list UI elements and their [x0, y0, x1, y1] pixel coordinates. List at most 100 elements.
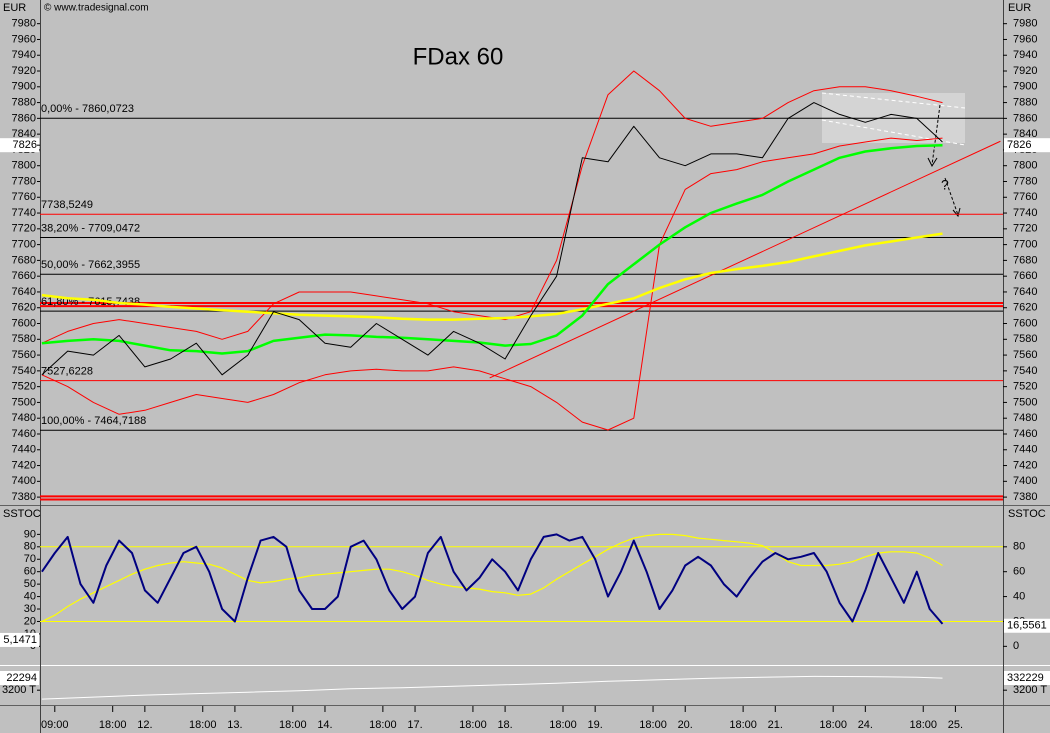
y-tick-label: 7840 — [1013, 128, 1037, 140]
x-tick-label: 20. — [678, 719, 693, 731]
y2-tick-label: 40 — [1013, 590, 1025, 602]
marker-label: 7826 — [1007, 139, 1031, 151]
x-tick-label: 18:00 — [459, 719, 487, 731]
y-tick-label: 90 — [24, 528, 36, 540]
y-tick-label: 7400 — [12, 475, 36, 487]
y-tick-label: 7420 — [1013, 459, 1037, 471]
x-tick-label: 18:00 — [819, 719, 847, 731]
series-line — [41, 232, 943, 321]
series-line — [41, 533, 943, 623]
y-tick-label: 7720 — [12, 223, 36, 235]
y-tick-label: 40 — [24, 590, 36, 602]
marker-label: 5,1471 — [3, 634, 37, 646]
panel-label: SSTOC — [3, 508, 41, 520]
y-tick-label: 7640 — [12, 286, 36, 298]
y-tick-label: 7580 — [12, 333, 36, 345]
y-tick-label: 7980 — [1013, 18, 1037, 30]
x-tick-label: 18:00 — [639, 719, 667, 731]
series-line — [41, 102, 943, 376]
currency-label: EUR — [1008, 2, 1031, 14]
y-tick-label: 7920 — [1013, 65, 1037, 77]
marker-box — [0, 138, 39, 153]
y-tick-label: 7600 — [12, 317, 36, 329]
series-line — [41, 137, 943, 431]
y-tick-label: 7700 — [12, 239, 36, 251]
marker-label: 332229 — [1007, 672, 1044, 684]
level-label: 0,00% - 7860,0723 — [41, 103, 134, 115]
y-tick-label: 7480 — [12, 412, 36, 424]
y-tick-label: 7880 — [1013, 96, 1037, 108]
y-tick-label: 7680 — [12, 254, 36, 266]
x-tick-label: 12. — [137, 719, 152, 731]
marker-box — [0, 632, 39, 647]
y-tick-label: 7700 — [1013, 239, 1037, 251]
arrow — [944, 177, 959, 216]
y-tick-label: 7600 — [1013, 317, 1037, 329]
y-tick-label: 7620 — [12, 302, 36, 314]
series-line — [41, 143, 943, 355]
y-tick-label: 7680 — [1013, 254, 1037, 266]
y-tick-label: 7500 — [12, 396, 36, 408]
y-tick-label: 7460 — [12, 428, 36, 440]
marker-box — [1004, 618, 1050, 633]
y-tick-label: 60 — [24, 566, 36, 578]
marker-box — [1004, 671, 1050, 685]
level-label: 7527,6228 — [41, 366, 93, 378]
y-tick-label: 7900 — [12, 81, 36, 93]
level-label: 7738,5249 — [41, 199, 93, 211]
y-tick-label: 7620 — [1013, 302, 1037, 314]
arrow — [931, 104, 941, 166]
y-tick-label: 30 — [24, 603, 36, 615]
y-tick-label: 7440 — [1013, 444, 1037, 456]
level-label: 38,20% - 7709,0472 — [41, 222, 140, 234]
y-tick-label: 7960 — [1013, 33, 1037, 45]
y-tick-label: 7880 — [12, 96, 36, 108]
x-tick-label: 09:00 — [41, 719, 69, 731]
y-tick-label: 7780 — [12, 175, 36, 187]
source: © www.tradesignal.com — [44, 3, 149, 14]
series-line — [41, 533, 944, 625]
x-tick-label: 18:00 — [549, 719, 577, 731]
y-tick-label: 7860 — [12, 112, 36, 124]
marker-label: 16,5561 — [1007, 620, 1047, 632]
y-tick-label: 7520 — [12, 381, 36, 393]
y-tick-label: 7540 — [12, 365, 36, 377]
series-line — [41, 675, 943, 700]
y-tick-label: 7560 — [1013, 349, 1037, 361]
currency-label: EUR — [3, 2, 26, 14]
marker-label: 22294 — [6, 672, 37, 684]
y-tick-label: 7740 — [12, 207, 36, 219]
y-tick-label: 7940 — [1013, 49, 1037, 61]
marker-label: 7826 — [13, 139, 37, 151]
y-tick-label: 7920 — [12, 65, 36, 77]
x-tick-label: 18. — [497, 719, 512, 731]
arrow-head — [927, 157, 961, 218]
level-label: 50,00% - 7662,3955 — [41, 259, 140, 271]
y-tick-label: 7380 — [12, 491, 36, 503]
x-tick-label: 21. — [768, 719, 783, 731]
y-tick-label: 7520 — [1013, 381, 1037, 393]
y-tick-label: 7540 — [1013, 365, 1037, 377]
y-tick-label: 7960 — [12, 33, 36, 45]
annotation: ? — [941, 177, 949, 193]
y-tick-label: 3200 T — [2, 684, 36, 696]
y-tick-label: 7980 — [12, 18, 36, 30]
chart-title: FDax 60 — [413, 43, 504, 70]
panel-label: SSTOC — [1008, 508, 1046, 520]
y-tick-label: 7500 — [1013, 396, 1037, 408]
y2-tick-label: 80 — [1013, 541, 1025, 553]
y-tick-label: 7640 — [1013, 286, 1037, 298]
y2-tick-label: 0 — [1013, 640, 1019, 652]
x-tick-label: 24. — [858, 719, 873, 731]
value-marker: 5,1471 — [0, 632, 39, 647]
x-tick-label: 18:00 — [189, 719, 217, 731]
y-tick-label: 7560 — [12, 349, 36, 361]
marker-box — [0, 671, 39, 685]
x-tick-label: 18:00 — [369, 719, 397, 731]
x-tick-label: 18:00 — [909, 719, 937, 731]
y-tick-label: 7900 — [1013, 81, 1037, 93]
y-tick-label: 7780 — [1013, 175, 1037, 187]
x-tick-label: 18:00 — [279, 719, 307, 731]
